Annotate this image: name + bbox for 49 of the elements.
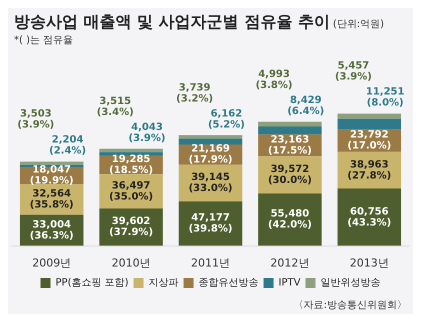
data-label: 8,429 (6.4%) <box>287 94 324 117</box>
bar <box>178 135 242 139</box>
legend-label: 종합유선방송 <box>198 278 259 289</box>
x-tick-label: 2012년 <box>270 256 310 270</box>
data-label: 36,497 (35.0%) <box>109 180 154 202</box>
text: *( )는 점유율 <box>13 34 74 47</box>
data-label: 3,515 (3.4%) <box>96 96 134 118</box>
bar <box>99 152 163 156</box>
legend-label: PP(홈쇼핑 포함) <box>56 278 129 289</box>
data-label: 47,177 (39.8%) <box>188 212 232 235</box>
data-label: 18,047 (19.9%) <box>30 164 74 187</box>
bar <box>338 188 402 246</box>
bar <box>258 126 322 134</box>
x-tick-label: 2009년 <box>32 256 72 270</box>
data-label: 11,251 (8.0%) <box>366 86 405 109</box>
data-label: 3,739 (3.2%) <box>176 82 214 104</box>
data-label: 6,162 (5.2%) <box>208 108 245 130</box>
legend-label: 일반위성방송 <box>320 278 380 289</box>
bar <box>20 162 84 165</box>
data-label: 39,145 (33.0%) <box>188 172 232 194</box>
legend-label: IPTV <box>278 278 301 289</box>
data-label: 19,285 (18.5%) <box>109 154 154 176</box>
data-label: 4,993 (3.8%) <box>256 68 292 91</box>
bar <box>338 118 402 130</box>
text: 〈자료:방송통신위원회〉 <box>292 299 408 313</box>
x-tick-label: 2010년 <box>112 256 151 270</box>
data-label: 55,480 (42.0%) <box>268 208 312 231</box>
data-label: 38,963 (27.8%) <box>347 159 392 182</box>
data-label: 3,503 (3.9%) <box>17 108 54 131</box>
x-tick-label: 2011년 <box>191 256 230 270</box>
bar <box>178 138 242 144</box>
data-label: 32,564 (35.8%) <box>30 188 74 210</box>
data-label: 4,043 (3.9%) <box>128 122 166 144</box>
legend-label: 지상파 <box>148 278 179 289</box>
data-label: 23,792 (17.0%) <box>347 130 392 152</box>
data-label: 2,204 (2.4%) <box>49 134 86 157</box>
x-tick-label: 2013년 <box>350 256 389 270</box>
data-label: 21,169 (17.9%) <box>188 144 232 166</box>
data-label: 23,163 (17.5%) <box>268 134 312 156</box>
data-label: 60,756 (43.3%) <box>347 206 392 228</box>
data-label: 33,004 (36.3%) <box>30 219 74 242</box>
data-label: 39,602 (37.9%) <box>109 216 154 238</box>
data-label: 39,572 (30.0%) <box>268 164 312 186</box>
chart-title: 방송사업 매출액 및 사업자군별 점유율 추이 <box>14 12 330 31</box>
bar <box>99 148 163 152</box>
chart-subtitle: (단위:억원) <box>332 19 384 30</box>
data-label: 5,457 (3.9%) <box>334 60 372 83</box>
bar <box>258 122 322 126</box>
bar <box>338 114 402 119</box>
